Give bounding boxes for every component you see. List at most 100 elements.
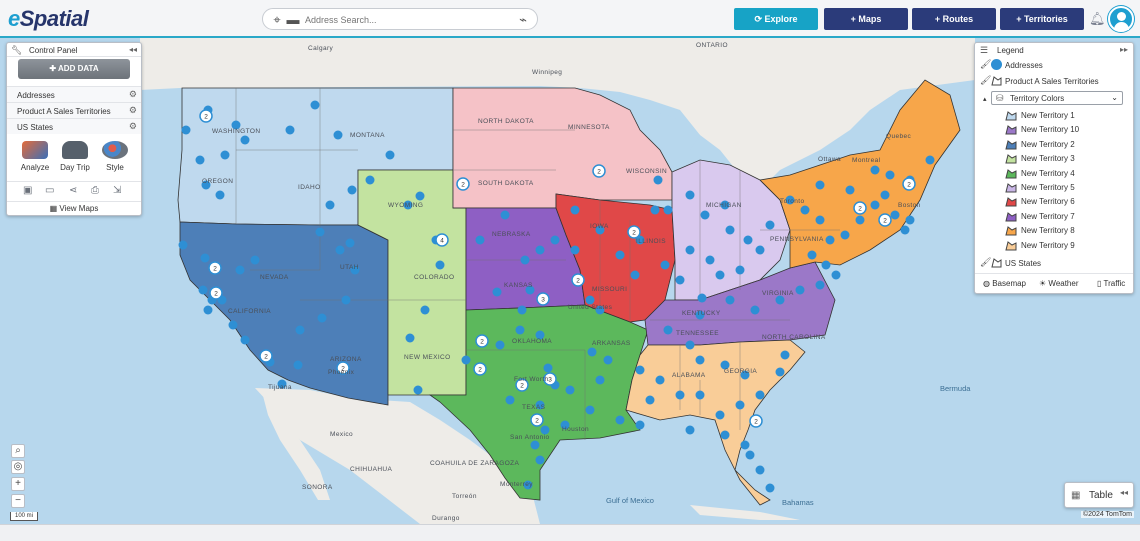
address-dot[interactable]	[325, 200, 335, 210]
address-dot[interactable]	[743, 235, 753, 245]
address-dot[interactable]	[347, 185, 357, 195]
address-dot[interactable]	[740, 440, 750, 450]
address-dot[interactable]	[650, 205, 660, 215]
day-trip-tool[interactable]: Day Trip	[55, 141, 95, 172]
address-dot[interactable]	[695, 355, 705, 365]
territory-legend-item[interactable]: New Territory 8	[991, 224, 1131, 238]
address-dot[interactable]	[765, 483, 775, 493]
address-dot[interactable]	[317, 313, 327, 323]
address-dot[interactable]	[595, 225, 605, 235]
folder-open-icon[interactable]: ▭	[45, 185, 55, 196]
address-dot[interactable]	[715, 270, 725, 280]
layer-settings-icon[interactable]: ⚙︎	[128, 105, 137, 115]
address-dot[interactable]	[675, 390, 685, 400]
address-dot[interactable]	[615, 415, 625, 425]
address-dot[interactable]	[200, 253, 210, 263]
share-icon[interactable]: ⋖	[69, 185, 78, 196]
address-dot[interactable]	[250, 255, 260, 265]
export-icon[interactable]: ⇲	[113, 185, 122, 196]
address-dot[interactable]	[755, 465, 765, 475]
address-dot[interactable]	[565, 385, 575, 395]
address-dot[interactable]	[635, 365, 645, 375]
address-dot[interactable]	[475, 235, 485, 245]
address-dot[interactable]	[685, 425, 695, 435]
cluster-marker[interactable]: 2	[853, 201, 867, 215]
address-dot[interactable]	[603, 355, 613, 365]
address-dot[interactable]	[800, 205, 810, 215]
address-dot[interactable]	[240, 335, 250, 345]
address-dot[interactable]	[333, 130, 343, 140]
legend-layer-us-states[interactable]: 🖌︎ US States	[980, 257, 1042, 268]
address-dot[interactable]	[550, 235, 560, 245]
territory-legend-item[interactable]: New Territory 10	[991, 123, 1131, 137]
address-dot[interactable]	[570, 205, 580, 215]
collapse-table-icon[interactable]: ◂◂	[1119, 488, 1128, 497]
address-dot[interactable]	[807, 250, 817, 260]
address-dot[interactable]	[840, 230, 850, 240]
address-dot[interactable]	[277, 379, 287, 389]
cluster-marker[interactable]: 2	[209, 286, 223, 300]
address-dot[interactable]	[645, 395, 655, 405]
address-dot[interactable]	[415, 191, 425, 201]
address-dot[interactable]	[587, 347, 597, 357]
search-options-icon[interactable]: ⌁	[519, 12, 527, 27]
address-dot[interactable]	[635, 235, 645, 245]
layer-product-a-sales-territories[interactable]: Product A Sales Territories ⚙︎	[7, 102, 141, 118]
address-dot[interactable]	[350, 265, 360, 275]
address-dot[interactable]	[530, 440, 540, 450]
address-dot[interactable]	[880, 190, 890, 200]
address-dot[interactable]	[310, 100, 320, 110]
view-maps-button[interactable]: ▦ View Maps	[7, 201, 141, 215]
address-dot[interactable]	[870, 165, 880, 175]
address-dot[interactable]	[735, 265, 745, 275]
cluster-marker[interactable]: 2	[749, 414, 763, 428]
address-dot[interactable]	[535, 330, 545, 340]
address-dot[interactable]	[235, 265, 245, 275]
address-dot[interactable]	[905, 215, 915, 225]
address-dot[interactable]	[560, 420, 570, 430]
address-dot[interactable]	[685, 340, 695, 350]
territory-legend-item[interactable]: New Territory 4	[991, 167, 1131, 181]
add-data-button[interactable]: ✚ ADD DATA	[18, 59, 130, 79]
cluster-marker[interactable]: 2	[592, 164, 606, 178]
address-dot[interactable]	[615, 250, 625, 260]
brush-icon[interactable]: 🖌︎	[980, 257, 992, 267]
address-dot[interactable]	[695, 310, 705, 320]
address-dot[interactable]	[595, 305, 605, 315]
address-dot[interactable]	[745, 450, 755, 460]
cluster-marker[interactable]: 2	[902, 177, 916, 191]
territory-legend-item[interactable]: New Territory 5	[991, 181, 1131, 195]
address-dot[interactable]	[700, 210, 710, 220]
address-dot[interactable]	[517, 305, 527, 315]
address-dot[interactable]	[750, 305, 760, 315]
address-dot[interactable]	[697, 293, 707, 303]
address-dot[interactable]	[435, 260, 445, 270]
address-dot[interactable]	[785, 195, 795, 205]
address-dot[interactable]	[500, 210, 510, 220]
address-dot[interactable]	[890, 210, 900, 220]
collapse-panel-icon[interactable]: ◂◂	[128, 45, 137, 54]
zoom-to-fit-button[interactable]: ⌕	[11, 444, 25, 458]
address-dot[interactable]	[595, 375, 605, 385]
layer-addresses[interactable]: Addresses ⚙︎	[7, 86, 141, 102]
address-dot[interactable]	[201, 180, 211, 190]
address-dot[interactable]	[660, 260, 670, 270]
address-dot[interactable]	[365, 175, 375, 185]
cluster-marker[interactable]: 3	[536, 292, 550, 306]
address-dot[interactable]	[285, 125, 295, 135]
address-dot[interactable]	[215, 190, 225, 200]
notification-bell-icon[interactable]: 🔔︎	[1089, 11, 1106, 26]
address-dot[interactable]	[195, 155, 205, 165]
address-dot[interactable]	[765, 220, 775, 230]
legend-layer-territories[interactable]: 🖌︎ Product A Sales Territories	[980, 75, 1099, 86]
address-dot[interactable]	[341, 295, 351, 305]
espatial-logo[interactable]: eSpatial	[8, 6, 89, 31]
address-dot[interactable]	[181, 125, 191, 135]
territory-legend-item[interactable]: New Territory 6	[991, 195, 1131, 209]
address-dot[interactable]	[925, 155, 935, 165]
address-dot[interactable]	[413, 385, 423, 395]
address-dot[interactable]	[720, 200, 730, 210]
address-dots[interactable]	[178, 100, 935, 493]
address-dot[interactable]	[505, 395, 515, 405]
address-dot[interactable]	[231, 120, 241, 130]
